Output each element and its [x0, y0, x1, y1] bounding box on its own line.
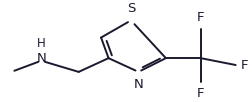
Text: F: F [241, 59, 248, 72]
Text: F: F [197, 11, 205, 24]
Text: H: H [37, 37, 46, 50]
Text: N: N [134, 78, 143, 91]
Text: N: N [36, 52, 46, 65]
Text: F: F [197, 87, 205, 100]
Text: S: S [127, 2, 135, 15]
